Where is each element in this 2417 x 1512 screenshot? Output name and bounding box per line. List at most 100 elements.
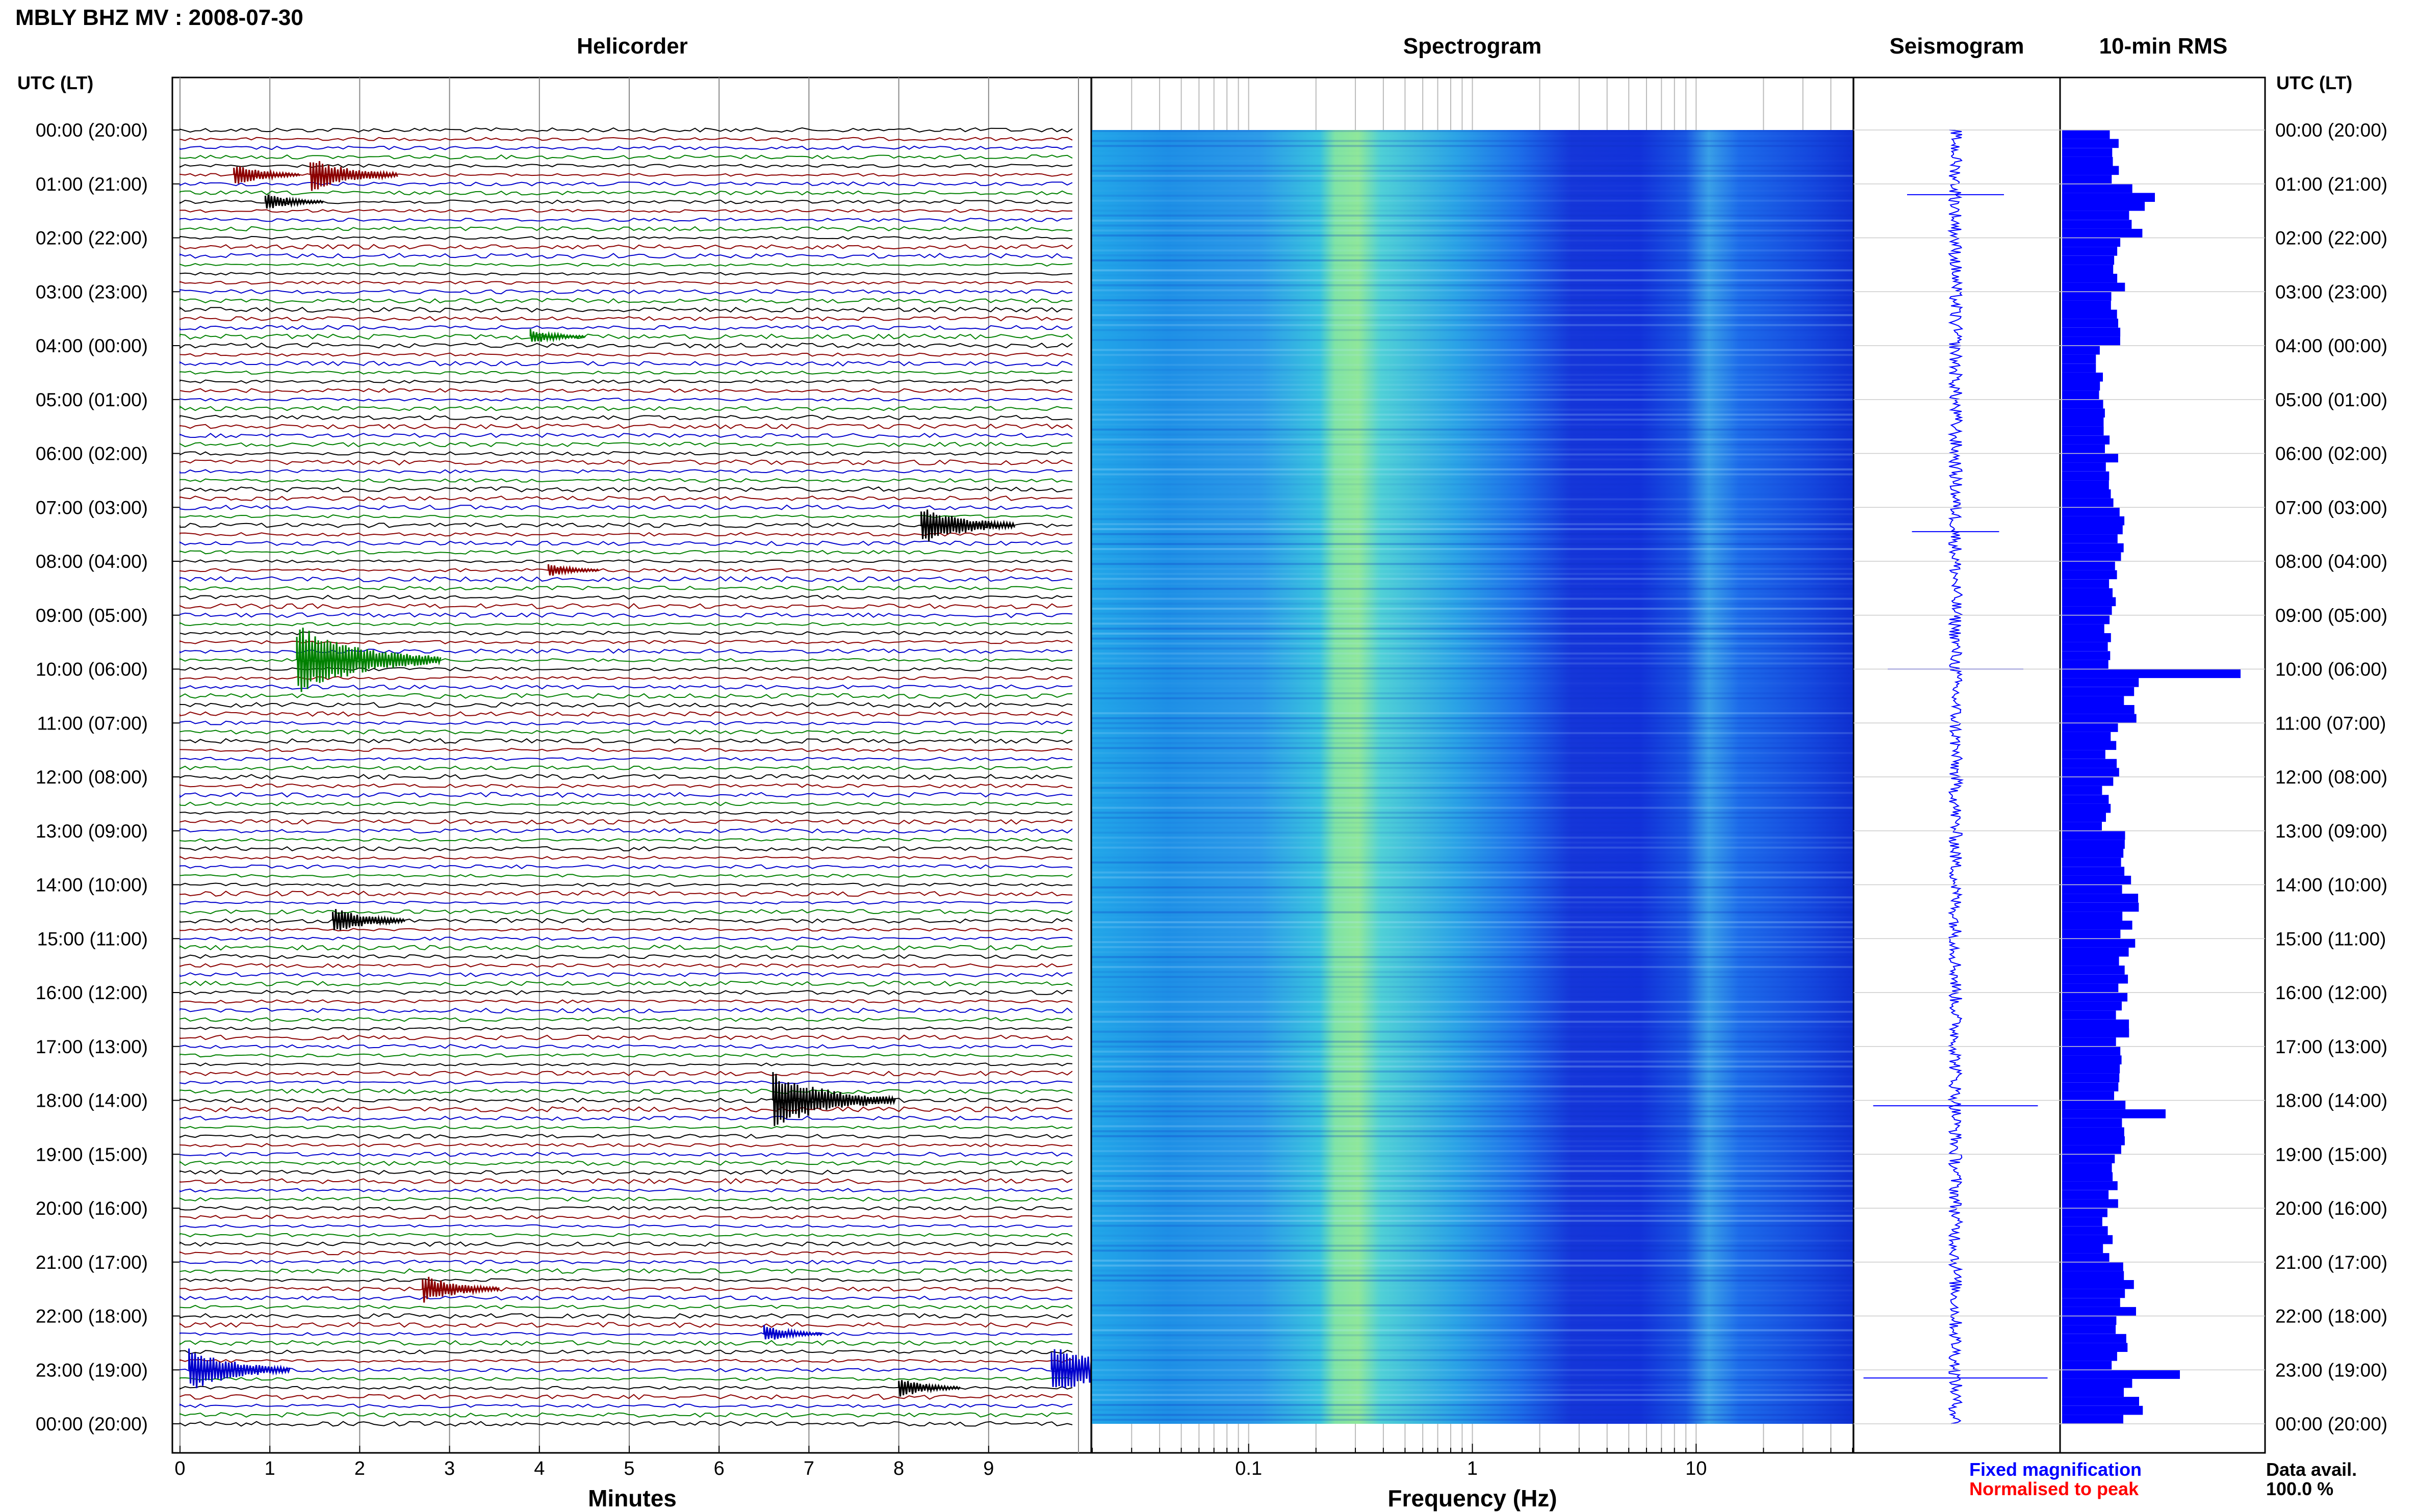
time-label-right: 07:00 (03:00)	[2275, 497, 2387, 518]
spectrogram-row	[1091, 1170, 1854, 1172]
spectrogram-row	[1091, 210, 1854, 212]
rms-bar	[2062, 1145, 2121, 1155]
minute-tick-label: 4	[534, 1458, 545, 1479]
spectrogram-row	[1091, 185, 1854, 187]
spectrogram-row	[1091, 588, 1854, 590]
helicorder-trace	[179, 1367, 1073, 1372]
spectrogram-row	[1091, 214, 1854, 217]
rms-bar	[2062, 759, 2117, 768]
time-label-left: 16:00 (12:00)	[36, 982, 148, 1003]
spectrogram-row	[1091, 737, 1854, 739]
spectrogram-row	[1091, 1006, 1854, 1008]
helicorder-trace	[179, 1106, 1073, 1113]
helicorder-trace	[179, 1007, 1073, 1013]
rms-bar	[2062, 211, 2129, 220]
spectrogram-row	[1091, 1125, 1854, 1128]
helicorder-trace	[179, 298, 1073, 304]
spectrogram-row	[1091, 1334, 1854, 1337]
spectrogram-row	[1091, 702, 1854, 705]
spectrogram-row	[1091, 717, 1854, 719]
time-label-right: 18:00 (14:00)	[2275, 1090, 2387, 1111]
helicorder-trace	[179, 838, 1073, 842]
helicorder-trace	[179, 676, 1073, 681]
spectrogram-row	[1091, 324, 1854, 326]
spectrogram-row	[1091, 777, 1854, 779]
frequency-tick-label: 0.1	[1235, 1458, 1262, 1479]
time-label-left: 08:00 (04:00)	[36, 551, 148, 572]
spectrogram-row	[1091, 672, 1854, 674]
rms-bar	[2062, 660, 2109, 669]
rms-bar	[2062, 1118, 2122, 1128]
spectrogram-row	[1091, 628, 1854, 630]
rms-bar	[2062, 1226, 2108, 1235]
helicorder-trace	[179, 1421, 1073, 1427]
helicorder-trace	[179, 244, 1073, 250]
helicorder-trace	[179, 1268, 1073, 1274]
spectrogram-row	[1091, 642, 1854, 645]
helicorder-trace	[179, 901, 1073, 905]
helicorder-trace	[179, 1088, 1073, 1094]
rms-bar	[2062, 1199, 2118, 1208]
spectrogram-row	[1091, 1165, 1854, 1167]
rms-bar	[2062, 1289, 2125, 1298]
helicorder-trace	[179, 999, 1073, 1004]
rms-bar	[2062, 1280, 2134, 1289]
spectrogram-row	[1091, 901, 1854, 903]
spectrogram-row	[1091, 1239, 1854, 1242]
spectrogram-row	[1091, 453, 1854, 456]
rms-bar	[2062, 561, 2115, 570]
spectrogram-row	[1091, 657, 1854, 660]
helicorder-trace	[179, 405, 1073, 411]
helicorder-trace	[179, 963, 1073, 968]
spectrogram-row	[1091, 926, 1854, 928]
spectrogram-row	[1091, 846, 1854, 849]
helicorder-trace	[179, 1206, 1073, 1211]
minute-tick-label: 9	[983, 1458, 994, 1479]
time-label-left: 13:00 (09:00)	[36, 821, 148, 842]
spectrogram-row	[1091, 856, 1854, 859]
spectrogram-row	[1091, 528, 1854, 530]
helicorder-trace	[179, 972, 1073, 977]
spectrogram-row	[1091, 513, 1854, 515]
helicorder-trace	[179, 945, 1073, 951]
spectrogram-row	[1091, 1309, 1854, 1312]
spectrogram-row	[1091, 1349, 1854, 1351]
time-label-right: 21:00 (17:00)	[2275, 1252, 2387, 1273]
helicorder-trace	[179, 1214, 1073, 1220]
spectrogram-row	[1091, 1279, 1854, 1282]
spectrogram-row	[1091, 244, 1854, 247]
spectrogram-row	[1091, 802, 1854, 804]
rms-bar	[2062, 768, 2119, 777]
spectrogram-row	[1091, 538, 1854, 540]
helicorder-trace	[179, 496, 1073, 501]
helicorder-trace	[179, 145, 1073, 150]
minute-tick-label: 3	[444, 1458, 455, 1479]
spectrogram-row	[1091, 438, 1854, 441]
time-label-right: 12:00 (08:00)	[2275, 767, 2387, 788]
rms-bar	[2062, 184, 2132, 193]
spectrogram-row	[1091, 981, 1854, 983]
spectrogram-row	[1091, 578, 1854, 580]
rms-bar	[2062, 875, 2131, 885]
rms-bar	[2062, 435, 2110, 445]
spectrogram-row	[1091, 388, 1854, 391]
time-label-left: 15:00 (11:00)	[37, 928, 148, 949]
spectrogram-row	[1091, 881, 1854, 883]
helicorder-trace	[179, 1044, 1073, 1049]
rms-bar	[2062, 1109, 2166, 1118]
spectrogram-row	[1091, 1190, 1854, 1192]
helicorder-trace	[179, 846, 1073, 852]
spectrogram-row	[1091, 1230, 1854, 1232]
spectrogram-row	[1091, 1015, 1854, 1018]
spectrogram-row	[1091, 1185, 1854, 1187]
helicorder-trace	[179, 252, 1073, 259]
helicorder-trace	[179, 1017, 1073, 1022]
spectrogram-row	[1091, 921, 1854, 924]
spectrogram-row	[1091, 498, 1854, 501]
spectrogram-row	[1091, 399, 1854, 401]
helicorder-trace	[179, 1313, 1073, 1319]
helicorder-trace	[179, 272, 1073, 276]
helicorder-trace	[179, 1340, 1073, 1346]
helicorder-trace	[179, 1115, 1072, 1121]
